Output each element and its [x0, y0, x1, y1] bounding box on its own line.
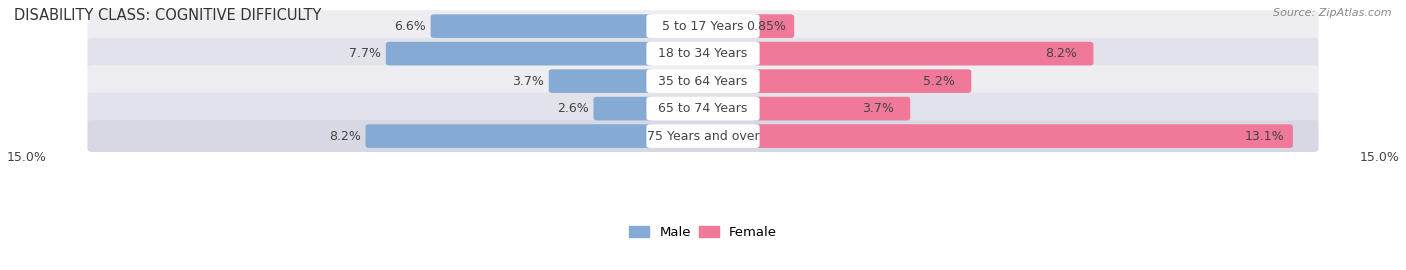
Text: 75 Years and over: 75 Years and over [647, 130, 759, 143]
FancyBboxPatch shape [647, 124, 759, 148]
FancyBboxPatch shape [430, 14, 654, 38]
Text: 13.1%: 13.1% [1244, 130, 1284, 143]
FancyBboxPatch shape [752, 14, 794, 38]
Text: 15.0%: 15.0% [1360, 151, 1399, 164]
FancyBboxPatch shape [647, 42, 759, 65]
Text: 15.0%: 15.0% [7, 151, 46, 164]
Text: 7.7%: 7.7% [349, 47, 381, 60]
FancyBboxPatch shape [752, 42, 1094, 65]
Text: 5 to 17 Years: 5 to 17 Years [662, 20, 744, 33]
FancyBboxPatch shape [87, 65, 1319, 97]
Legend: Male, Female: Male, Female [628, 226, 778, 239]
FancyBboxPatch shape [385, 42, 654, 65]
Text: 5.2%: 5.2% [922, 75, 955, 88]
Text: 0.85%: 0.85% [745, 20, 786, 33]
Text: 8.2%: 8.2% [1045, 47, 1077, 60]
Text: 18 to 34 Years: 18 to 34 Years [658, 47, 748, 60]
FancyBboxPatch shape [752, 97, 910, 120]
FancyBboxPatch shape [87, 10, 1319, 42]
Text: 2.6%: 2.6% [557, 102, 589, 115]
Text: Source: ZipAtlas.com: Source: ZipAtlas.com [1274, 8, 1392, 18]
Text: 35 to 64 Years: 35 to 64 Years [658, 75, 748, 88]
FancyBboxPatch shape [87, 38, 1319, 70]
Text: 65 to 74 Years: 65 to 74 Years [658, 102, 748, 115]
FancyBboxPatch shape [366, 124, 654, 148]
FancyBboxPatch shape [752, 69, 972, 93]
FancyBboxPatch shape [647, 69, 759, 93]
FancyBboxPatch shape [87, 120, 1319, 152]
FancyBboxPatch shape [647, 97, 759, 120]
FancyBboxPatch shape [593, 97, 654, 120]
FancyBboxPatch shape [647, 14, 759, 38]
Text: 3.7%: 3.7% [862, 102, 894, 115]
Text: 3.7%: 3.7% [512, 75, 544, 88]
Text: DISABILITY CLASS: COGNITIVE DIFFICULTY: DISABILITY CLASS: COGNITIVE DIFFICULTY [14, 8, 322, 23]
FancyBboxPatch shape [548, 69, 654, 93]
Text: 8.2%: 8.2% [329, 130, 361, 143]
Text: 6.6%: 6.6% [395, 20, 426, 33]
FancyBboxPatch shape [87, 93, 1319, 124]
FancyBboxPatch shape [752, 124, 1294, 148]
